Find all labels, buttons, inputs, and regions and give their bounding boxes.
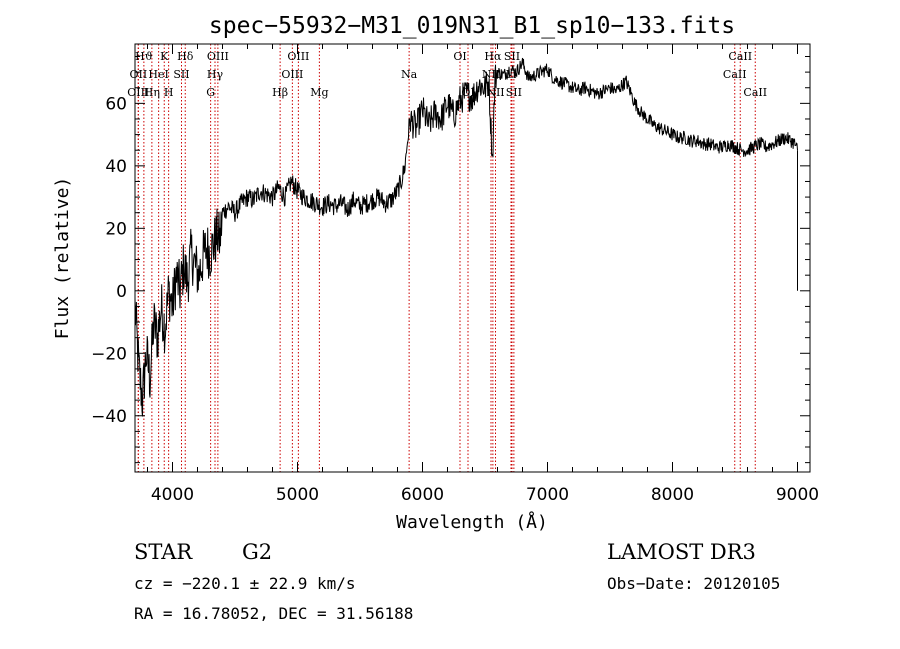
x-tick-label: 5000 [276,485,319,505]
line-label: CaII [728,50,752,63]
line-label: CaII [743,86,767,99]
survey-name: LAMOST DR3 [607,540,756,564]
x-tick-label: 4000 [151,485,194,505]
cz-value: cz = −220.1 ± 22.9 km/s [134,574,356,593]
line-label: SII [173,68,189,81]
y-tick-label: 20 [105,219,127,239]
line-label: OI [453,50,466,63]
line-label: Hβ [272,86,288,99]
line-label: Na [401,68,418,81]
line-label: OII [130,68,148,81]
line-label: OIII [207,50,229,63]
line-label: K [160,50,169,63]
axis-ticks: 4000 5000 6000 7000 8000 9000 −40 −20 0 20 40 60 [91,44,819,505]
line-label: Hα [484,50,502,63]
line-label: Hη [144,86,160,99]
line-label: OIII [127,86,149,99]
x-tick-label: 8000 [651,485,694,505]
x-tick-label: 9000 [776,485,819,505]
y-tick-label: 0 [116,282,127,302]
line-label: Mg [310,86,328,99]
coordinates: RA = 16.78052, DEC = 31.56188 [134,604,414,623]
x-tick-label: 7000 [526,485,569,505]
chart-title: spec−55932−M31_019N31_B1_sp10−133.fits [209,13,735,39]
x-axis-label: Wavelength (Å) [396,511,548,533]
line-label: CaII [723,68,747,81]
line-label: SII [506,86,522,99]
y-tick-label: 60 [105,94,127,114]
y-tick-label: −20 [91,344,127,364]
y-axis-label: Flux (relative) [52,177,73,340]
obs-date: Obs−Date: 20120105 [607,574,781,593]
object-class: STAR [134,540,193,564]
spectral-subclass: G2 [242,540,273,564]
line-markers [137,44,756,472]
line-label: Hδ [177,50,194,63]
line-label: Hγ [207,68,224,81]
line-label: Hϑ [135,50,153,63]
line-label: SII [504,50,520,63]
spectrum-series [134,57,798,417]
line-label: H [164,86,174,99]
spectrum-line-0 [134,57,798,417]
line-label: OIII [281,68,303,81]
x-tick-label: 6000 [401,485,444,505]
line-label: NII [486,86,504,99]
line-label: OIII [287,50,309,63]
line-label: HeI [148,68,168,81]
line-label: G [206,86,215,99]
y-tick-label: 40 [105,157,127,177]
y-tick-label: −40 [91,407,127,427]
